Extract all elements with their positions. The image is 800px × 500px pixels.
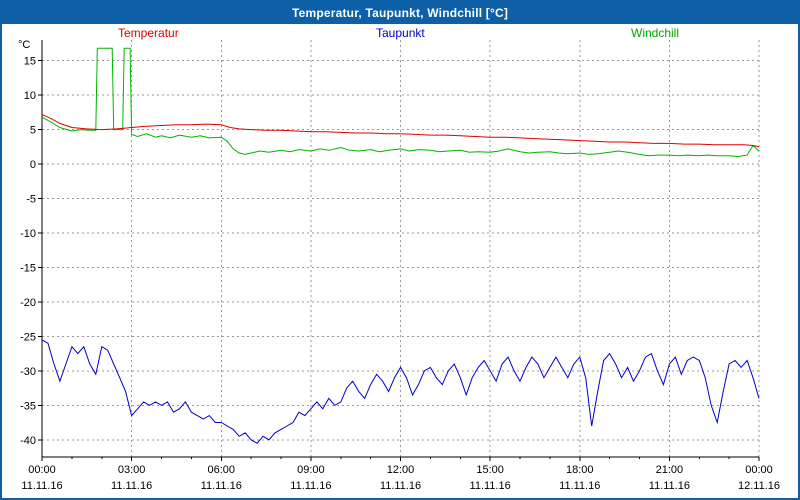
x-tick-date-label: 11.11.16 <box>21 480 62 492</box>
x-tick-time-label: 21:00 <box>656 464 684 476</box>
x-tick-time-label: 00:00 <box>745 464 773 476</box>
tick-labels: 15 10 5 0 -5 -10 -15 -20 -25 -30 -35 -40 00:00 11.11.… <box>20 56 780 492</box>
x-tick-date-label: 11.11.16 <box>470 480 511 492</box>
legend-temperatur: Temperatur <box>118 26 179 40</box>
x-tick-date-label: 11.11.16 <box>649 480 690 492</box>
x-tick-time-label: 03:00 <box>118 464 146 476</box>
series-line-temperatur <box>41 113 760 148</box>
y-tick-label: -25 <box>20 331 36 343</box>
series-line-taupunkt <box>41 339 760 444</box>
y-tick-label: -35 <box>20 400 36 412</box>
x-tick-date-label: 11.11.16 <box>290 480 331 492</box>
y-tick-label: -15 <box>20 262 36 274</box>
window-title: Temperatur, Taupunkt, Windchill [°C] <box>291 6 509 20</box>
x-tick-date-label: 11.11.16 <box>111 480 152 492</box>
y-tick-label: -10 <box>20 228 36 240</box>
y-tick-label: 15 <box>24 56 36 68</box>
legend-taupunkt: Taupunkt <box>376 26 425 40</box>
x-tick-date-label: 11.11.16 <box>559 480 600 492</box>
x-tick-time-label: 18:00 <box>566 464 594 476</box>
y-tick-label: 10 <box>24 90 36 102</box>
x-tick-time-label: 12:00 <box>387 464 415 476</box>
y-tick-label: -20 <box>20 297 36 309</box>
legend-windchill: Windchill <box>631 26 680 40</box>
x-tick-date-label: 11.11.16 <box>380 480 421 492</box>
grid-lines <box>42 40 760 457</box>
y-tick-label: -30 <box>20 366 36 378</box>
chart-plot-area: 15 10 5 0 -5 -10 -15 -20 -25 -30 -35 -40 00:00 11.11.… <box>20 40 780 492</box>
x-tick-time-label: 06:00 <box>207 464 235 476</box>
x-tick-time-label: 00:00 <box>28 464 56 476</box>
y-axis-unit-label: °C <box>18 39 31 51</box>
title-bar: Temperatur, Taupunkt, Windchill [°C] <box>2 2 798 24</box>
x-tick-time-label: 15:00 <box>476 464 504 476</box>
x-tick-date-label: 12.11.16 <box>738 480 780 492</box>
series-lines <box>41 47 760 444</box>
y-tick-label: 0 <box>30 159 36 171</box>
y-tick-label: -5 <box>26 194 36 206</box>
y-tick-label: 5 <box>30 125 36 137</box>
x-tick-time-label: 09:00 <box>297 464 325 476</box>
x-tick-date-label: 11.11.16 <box>201 480 242 492</box>
series-line-windchill <box>41 47 760 158</box>
y-tick-label: -40 <box>20 435 36 447</box>
axes <box>38 40 760 461</box>
